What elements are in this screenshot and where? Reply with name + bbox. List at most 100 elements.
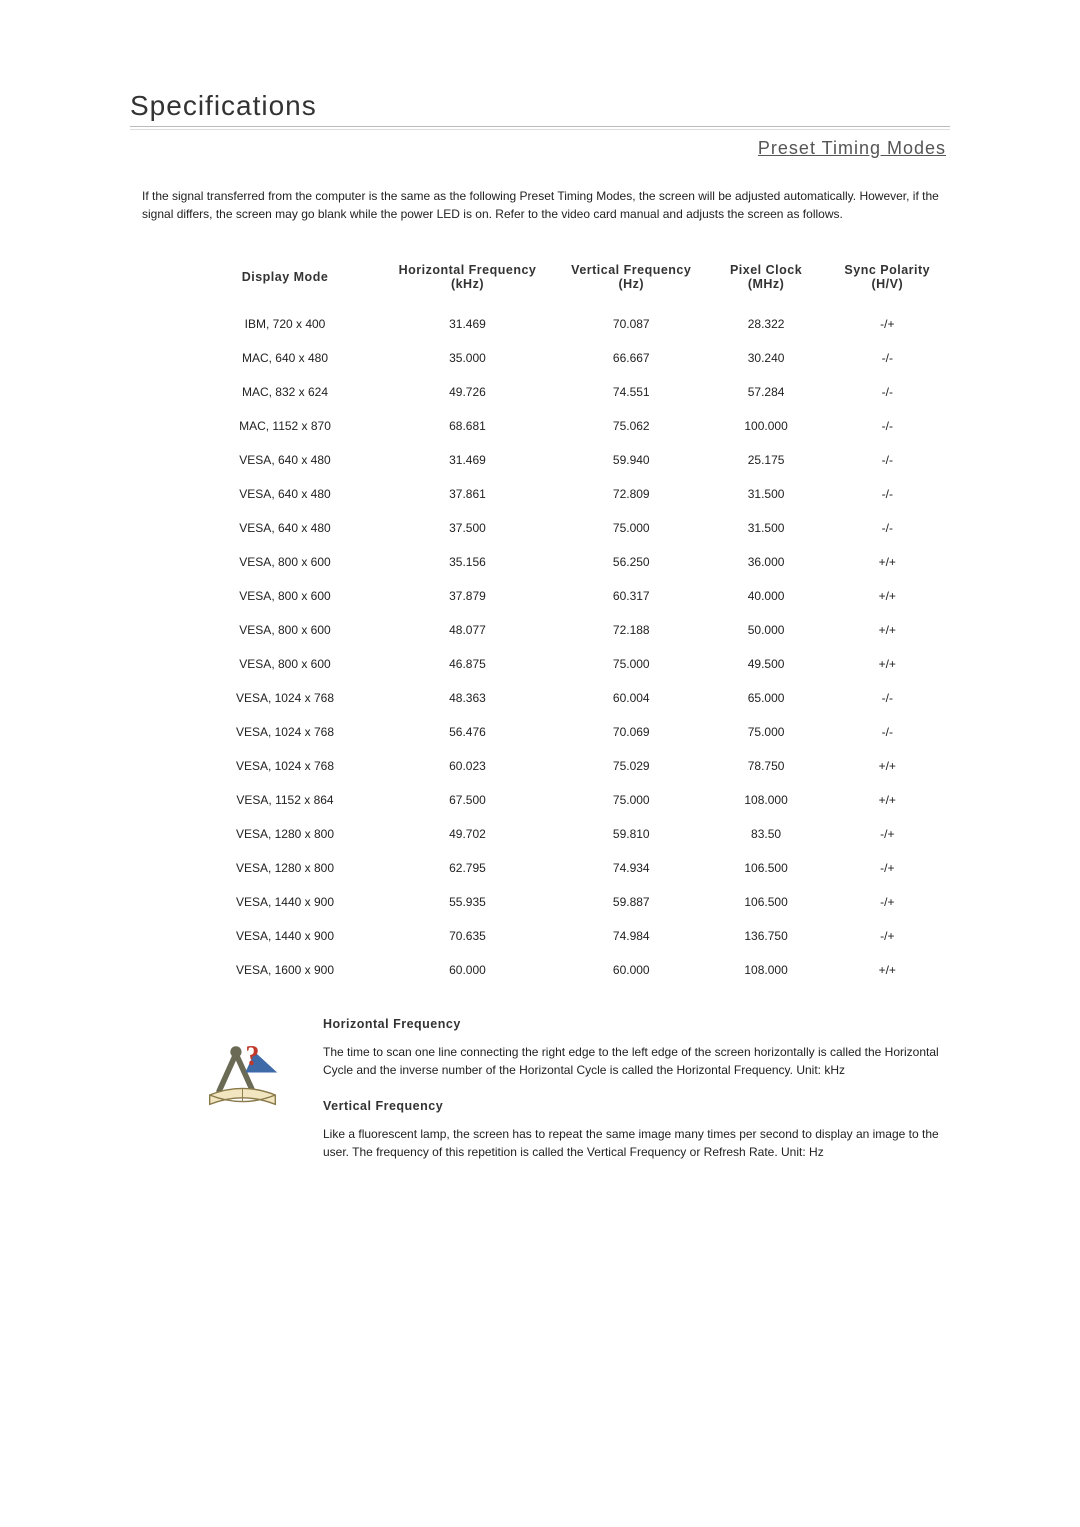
vertical-freq-body: Like a fluorescent lamp, the screen has …	[323, 1125, 940, 1161]
col-display-mode: Display Mode	[190, 253, 380, 307]
table-cell: VESA, 800 x 600	[190, 647, 380, 681]
table-cell: VESA, 640 x 480	[190, 477, 380, 511]
table-cell: +/+	[825, 749, 950, 783]
divider-top	[130, 126, 950, 127]
table-cell: 37.879	[380, 579, 555, 613]
table-cell: 37.500	[380, 511, 555, 545]
table-row: VESA, 640 x 48037.50075.00031.500-/-	[190, 511, 950, 545]
table-row: VESA, 1440 x 90055.93559.887106.500-/+	[190, 885, 950, 919]
horizontal-freq-body: The time to scan one line connecting the…	[323, 1043, 940, 1079]
table-cell: +/+	[825, 647, 950, 681]
table-cell: MAC, 1152 x 870	[190, 409, 380, 443]
table-cell: VESA, 1280 x 800	[190, 851, 380, 885]
table-cell: 62.795	[380, 851, 555, 885]
table-cell: 100.000	[708, 409, 825, 443]
table-cell: VESA, 1024 x 768	[190, 715, 380, 749]
table-cell: VESA, 1440 x 900	[190, 885, 380, 919]
table-row: VESA, 1024 x 76860.02375.02978.750+/+	[190, 749, 950, 783]
table-cell: VESA, 1024 x 768	[190, 749, 380, 783]
table-cell: 75.000	[555, 647, 708, 681]
table-cell: -/+	[825, 851, 950, 885]
table-row: VESA, 1280 x 80049.70259.81083.50-/+	[190, 817, 950, 851]
table-cell: 72.188	[555, 613, 708, 647]
table-cell: 70.635	[380, 919, 555, 953]
svg-text:?: ?	[245, 1041, 259, 1072]
table-cell: 70.069	[555, 715, 708, 749]
vertical-freq-heading: Vertical Frequency	[323, 1099, 940, 1113]
table-cell: 74.934	[555, 851, 708, 885]
table-cell: +/+	[825, 579, 950, 613]
table-cell: 108.000	[708, 783, 825, 817]
table-row: VESA, 640 x 48037.86172.80931.500-/-	[190, 477, 950, 511]
table-cell: VESA, 1280 x 800	[190, 817, 380, 851]
table-cell: 65.000	[708, 681, 825, 715]
table-cell: 35.156	[380, 545, 555, 579]
table-cell: 136.750	[708, 919, 825, 953]
table-cell: 31.469	[380, 307, 555, 341]
table-cell: VESA, 640 x 480	[190, 443, 380, 477]
page-title: Specifications	[130, 90, 950, 122]
horizontal-freq-heading: Horizontal Frequency	[323, 1017, 940, 1031]
table-cell: 56.476	[380, 715, 555, 749]
table-cell: 48.077	[380, 613, 555, 647]
table-cell: 46.875	[380, 647, 555, 681]
definitions-section: ? Horizontal Frequency The time to scan …	[130, 1017, 950, 1181]
table-cell: 49.726	[380, 375, 555, 409]
table-row: VESA, 1024 x 76848.36360.00465.000-/-	[190, 681, 950, 715]
table-cell: -/-	[825, 443, 950, 477]
table-cell: -/-	[825, 341, 950, 375]
table-header-row: Display Mode Horizontal Frequency (kHz) …	[190, 253, 950, 307]
table-cell: 67.500	[380, 783, 555, 817]
table-cell: +/+	[825, 953, 950, 987]
table-cell: -/+	[825, 885, 950, 919]
table-row: VESA, 1024 x 76856.47670.06975.000-/-	[190, 715, 950, 749]
table-cell: 49.702	[380, 817, 555, 851]
table-row: VESA, 800 x 60037.87960.31740.000+/+	[190, 579, 950, 613]
table-cell: VESA, 800 x 600	[190, 579, 380, 613]
table-cell: +/+	[825, 783, 950, 817]
table-row: MAC, 832 x 62449.72674.55157.284-/-	[190, 375, 950, 409]
col-vertical-freq: Vertical Frequency (Hz)	[555, 253, 708, 307]
table-cell: -/+	[825, 307, 950, 341]
table-cell: 72.809	[555, 477, 708, 511]
table-cell: 75.000	[555, 783, 708, 817]
table-cell: 106.500	[708, 885, 825, 919]
book-question-icon: ?	[190, 1035, 295, 1110]
table-row: VESA, 800 x 60035.15656.25036.000+/+	[190, 545, 950, 579]
table-cell: 49.500	[708, 647, 825, 681]
col-pixel-clock: Pixel Clock (MHz)	[708, 253, 825, 307]
table-cell: 106.500	[708, 851, 825, 885]
table-cell: 60.023	[380, 749, 555, 783]
table-cell: VESA, 1024 x 768	[190, 681, 380, 715]
col-sync-polarity: Sync Polarity (H/V)	[825, 253, 950, 307]
table-row: VESA, 800 x 60048.07772.18850.000+/+	[190, 613, 950, 647]
table-row: VESA, 1152 x 86467.50075.000108.000+/+	[190, 783, 950, 817]
table-cell: 31.469	[380, 443, 555, 477]
table-cell: 40.000	[708, 579, 825, 613]
table-cell: -/-	[825, 477, 950, 511]
table-row: MAC, 1152 x 87068.68175.062100.000-/-	[190, 409, 950, 443]
table-cell: 56.250	[555, 545, 708, 579]
table-cell: MAC, 832 x 624	[190, 375, 380, 409]
divider-bottom	[130, 129, 950, 130]
table-cell: 35.000	[380, 341, 555, 375]
table-row: VESA, 640 x 48031.46959.94025.175-/-	[190, 443, 950, 477]
table-cell: 75.000	[555, 511, 708, 545]
table-cell: 25.175	[708, 443, 825, 477]
table-cell: 68.681	[380, 409, 555, 443]
col-horizontal-freq: Horizontal Frequency (kHz)	[380, 253, 555, 307]
table-cell: 60.317	[555, 579, 708, 613]
table-cell: -/-	[825, 409, 950, 443]
table-cell: +/+	[825, 545, 950, 579]
timing-modes-table: Display Mode Horizontal Frequency (kHz) …	[190, 253, 950, 987]
table-cell: VESA, 800 x 600	[190, 613, 380, 647]
table-cell: 74.551	[555, 375, 708, 409]
table-cell: 60.004	[555, 681, 708, 715]
table-cell: MAC, 640 x 480	[190, 341, 380, 375]
intro-paragraph: If the signal transferred from the compu…	[130, 187, 950, 223]
table-row: MAC, 640 x 48035.00066.66730.240-/-	[190, 341, 950, 375]
table-row: VESA, 800 x 60046.87575.00049.500+/+	[190, 647, 950, 681]
table-cell: 70.087	[555, 307, 708, 341]
table-cell: 55.935	[380, 885, 555, 919]
table-cell: -/-	[825, 681, 950, 715]
